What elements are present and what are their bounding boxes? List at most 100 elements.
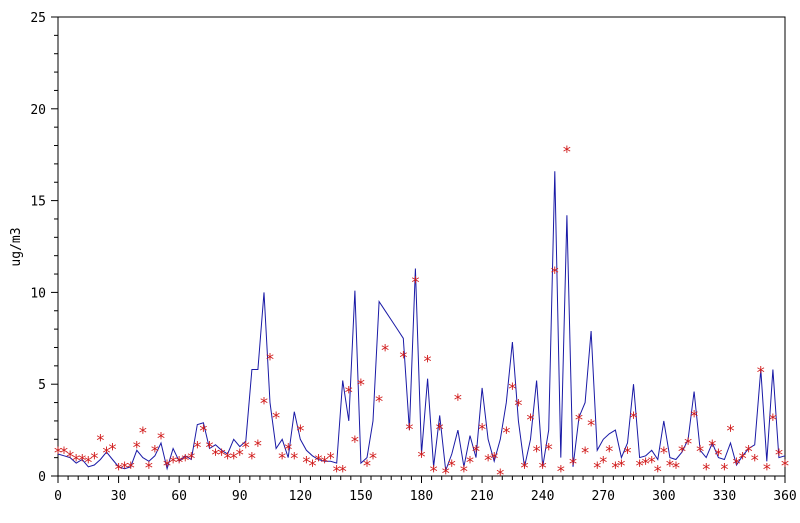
data-point-marker: * bbox=[539, 458, 547, 477]
data-point-marker: * bbox=[502, 423, 510, 442]
data-point-marker: * bbox=[545, 439, 553, 458]
data-point-marker: * bbox=[157, 428, 165, 447]
data-point-marker: * bbox=[193, 438, 201, 457]
data-point-marker: * bbox=[66, 447, 74, 466]
data-point-marker: * bbox=[145, 458, 153, 477]
data-point-marker: * bbox=[236, 445, 244, 464]
data-point-marker: * bbox=[163, 456, 171, 475]
data-point-marker: * bbox=[218, 445, 226, 464]
data-point-marker: * bbox=[375, 392, 383, 411]
data-point-marker: * bbox=[490, 449, 498, 468]
data-point-marker: * bbox=[290, 449, 298, 468]
data-point-marker: * bbox=[381, 340, 389, 359]
data-point-marker: * bbox=[127, 458, 135, 477]
data-point-marker: * bbox=[726, 421, 734, 440]
data-point-marker: * bbox=[187, 449, 195, 468]
data-point-marker: * bbox=[739, 449, 747, 468]
x-tick-label: 90 bbox=[232, 489, 248, 504]
data-point-marker: * bbox=[90, 449, 98, 468]
data-point-marker: * bbox=[720, 460, 728, 479]
data-point-marker: * bbox=[563, 142, 571, 161]
data-point-marker: * bbox=[60, 443, 68, 462]
data-point-marker: * bbox=[599, 452, 607, 471]
data-point-marker: * bbox=[454, 390, 462, 409]
data-point-marker: * bbox=[763, 460, 771, 479]
x-tick-label: 150 bbox=[349, 489, 372, 504]
data-point-marker: * bbox=[242, 438, 250, 457]
data-point-marker: * bbox=[557, 461, 565, 480]
data-point-marker: * bbox=[399, 348, 407, 367]
y-tick-label: 20 bbox=[30, 103, 46, 118]
data-point-marker: * bbox=[296, 421, 304, 440]
data-point-marker: * bbox=[508, 379, 516, 398]
data-point-marker: * bbox=[405, 419, 413, 438]
data-point-marker: * bbox=[775, 445, 783, 464]
y-tick-label: 10 bbox=[30, 286, 46, 301]
ticks bbox=[51, 16, 786, 483]
data-point-marker: * bbox=[575, 410, 583, 429]
data-point-marker: * bbox=[611, 458, 619, 477]
data-point-marker: * bbox=[630, 408, 638, 427]
data-point-marker: * bbox=[745, 441, 753, 460]
data-point-marker: * bbox=[654, 461, 662, 480]
data-point-marker: * bbox=[333, 461, 341, 480]
data-point-marker: * bbox=[636, 456, 644, 475]
data-point-marker: * bbox=[308, 456, 316, 475]
data-point-marker: * bbox=[418, 447, 426, 466]
data-point-marker: * bbox=[442, 463, 450, 482]
data-point-marker: * bbox=[369, 449, 377, 468]
data-point-marker: * bbox=[327, 449, 335, 468]
data-point-marker: * bbox=[121, 458, 129, 477]
plot-frame bbox=[57, 16, 786, 477]
data-point-marker: * bbox=[78, 450, 86, 469]
data-point-marker: * bbox=[133, 438, 141, 457]
y-tick-label: 0 bbox=[38, 470, 46, 485]
data-point-marker: * bbox=[224, 449, 232, 468]
data-point-marker: * bbox=[302, 452, 310, 471]
x-tick-label: 330 bbox=[713, 489, 736, 504]
data-point-marker: * bbox=[527, 410, 535, 429]
data-point-marker: * bbox=[769, 410, 777, 429]
data-point-marker: * bbox=[115, 460, 123, 479]
data-point-marker: * bbox=[278, 449, 286, 468]
data-point-marker: * bbox=[757, 362, 765, 381]
x-tick-label: 120 bbox=[289, 489, 312, 504]
series-layer bbox=[57, 171, 786, 471]
data-point-marker: * bbox=[284, 439, 292, 458]
x-tick-label: 180 bbox=[410, 489, 433, 504]
data-point-marker: * bbox=[617, 456, 625, 475]
data-point-marker: * bbox=[593, 458, 601, 477]
data-point-marker: * bbox=[466, 452, 474, 471]
axes bbox=[57, 16, 786, 477]
data-point-marker: * bbox=[714, 445, 722, 464]
data-point-marker: * bbox=[484, 450, 492, 469]
x-tick-label: 270 bbox=[592, 489, 615, 504]
x-tick-label: 240 bbox=[531, 489, 554, 504]
data-point-marker: * bbox=[672, 458, 680, 477]
data-point-marker: * bbox=[205, 438, 213, 457]
x-tick-label: 210 bbox=[470, 489, 493, 504]
data-point-marker: * bbox=[478, 419, 486, 438]
data-point-marker: * bbox=[315, 450, 323, 469]
data-point-marker: * bbox=[642, 454, 650, 473]
data-point-marker: * bbox=[696, 441, 704, 460]
data-point-marker: * bbox=[181, 450, 189, 469]
data-point-marker: * bbox=[460, 461, 468, 480]
y-axis-label: ug/m3 bbox=[9, 227, 24, 266]
data-point-marker: * bbox=[666, 456, 674, 475]
data-point-marker: * bbox=[357, 375, 365, 394]
data-point-marker: * bbox=[54, 443, 62, 462]
data-point-marker: * bbox=[708, 436, 716, 455]
data-point-marker: * bbox=[351, 432, 359, 451]
data-point-marker: * bbox=[520, 458, 528, 477]
data-point-marker: * bbox=[569, 454, 577, 473]
data-point-marker: * bbox=[272, 408, 280, 427]
data-point-marker: * bbox=[733, 454, 741, 473]
series-line bbox=[57, 171, 786, 471]
data-point-marker: * bbox=[533, 441, 541, 460]
y-tick-label: 15 bbox=[30, 195, 46, 210]
data-point-marker: * bbox=[339, 461, 347, 480]
data-point-marker: * bbox=[199, 421, 207, 440]
data-point-marker: * bbox=[260, 394, 268, 413]
